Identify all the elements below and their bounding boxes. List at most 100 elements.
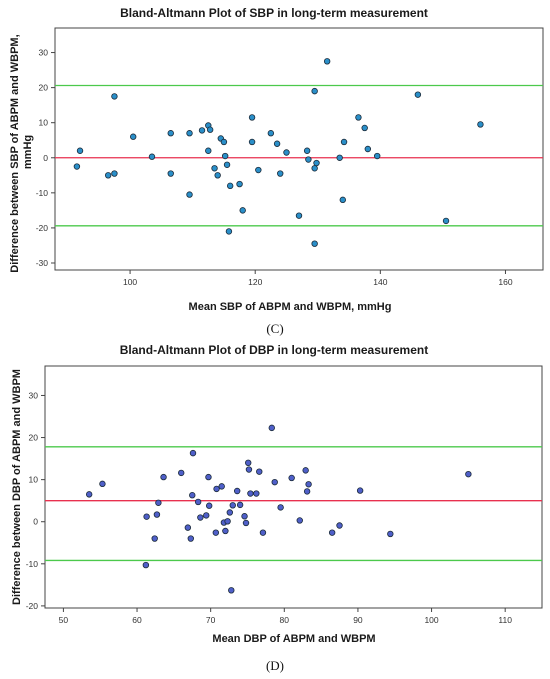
data-point	[205, 502, 213, 509]
plot-frame-c	[54, 27, 544, 271]
data-point	[151, 535, 158, 542]
data-point	[340, 138, 348, 146]
y-tick-label: 10	[39, 118, 49, 128]
y-axis-ticks-d: -20 -10 0 10 20 30	[26, 390, 45, 611]
data-point	[242, 519, 250, 527]
data-point	[203, 512, 210, 519]
y-tick-label: 30	[29, 390, 39, 400]
data-point	[267, 130, 275, 137]
data-point	[248, 138, 256, 146]
data-point	[189, 449, 197, 457]
y-tick-label: 20	[39, 83, 49, 93]
data-point	[336, 154, 343, 161]
data-point	[255, 166, 262, 174]
data-point	[414, 91, 422, 98]
x-axis-ticks-d: 50 60 70 80 90 100 110	[59, 608, 512, 625]
data-point	[271, 478, 278, 486]
x-tick-label: 70	[206, 615, 216, 625]
data-point	[213, 485, 220, 493]
panel-c: Bland-Altmann Plot of SBP in long-term m…	[9, 6, 544, 336]
y-axis-label-d: Difference between DBP of ABPM and WBPM	[11, 369, 23, 605]
x-tick-label: 60	[132, 615, 142, 625]
data-point	[160, 473, 167, 481]
y-tick-label: -20	[26, 601, 39, 611]
y-axis-label-c: Difference between SBP of ABPM and WBPM,…	[9, 31, 34, 272]
y-tick-label: 10	[29, 475, 39, 485]
data-point	[226, 509, 234, 516]
data-point	[184, 524, 192, 531]
x-axis-ticks-c: 100 120 140 160	[123, 270, 513, 287]
data-point	[99, 480, 106, 488]
data-point	[288, 474, 295, 482]
data-point	[206, 126, 214, 133]
data-point	[228, 587, 235, 594]
panel-d: Bland-Altmann Plot of DBP in long-term m…	[11, 343, 543, 673]
data-point	[198, 127, 206, 134]
data-point	[214, 172, 221, 179]
x-tick-label: 120	[248, 277, 262, 287]
data-point	[187, 535, 194, 542]
data-point	[224, 518, 231, 525]
data-point	[226, 182, 234, 190]
data-point	[167, 130, 174, 137]
data-point	[111, 170, 118, 177]
panel-label-d: (D)	[266, 658, 284, 673]
data-point	[277, 170, 284, 177]
y-axis-ticks-c: -30 -20 -10 0 10 20 30	[36, 48, 55, 268]
data-point	[153, 511, 161, 518]
y-tick-label: -30	[36, 258, 49, 268]
data-point	[336, 522, 343, 529]
data-point	[241, 513, 248, 520]
data-point	[256, 468, 263, 475]
data-point	[218, 483, 225, 490]
data-point	[104, 172, 112, 179]
y-tick-label: -10	[36, 188, 49, 198]
data-point	[311, 165, 318, 172]
data-point	[85, 491, 93, 498]
data-point	[212, 529, 220, 536]
data-point	[355, 114, 362, 121]
data-point	[221, 152, 229, 160]
data-point	[178, 469, 185, 477]
x-axis-label-c: Mean SBP of ABPM and WBPM, mmHg	[189, 301, 392, 313]
y-tick-label: 0	[33, 517, 38, 527]
data-point	[247, 490, 254, 497]
chart-title-c: Bland-Altmann Plot of SBP in long-term m…	[120, 6, 428, 20]
data-point	[205, 147, 212, 154]
data-point	[236, 501, 244, 509]
data-point	[387, 530, 394, 538]
data-point	[305, 481, 312, 488]
data-point	[111, 93, 118, 100]
data-point	[374, 152, 381, 160]
panel-label-c: (C)	[266, 321, 283, 336]
data-point	[189, 492, 196, 499]
data-points-d	[85, 424, 472, 594]
data-point	[186, 130, 193, 137]
y-tick-label: -20	[36, 223, 49, 233]
data-point	[477, 121, 484, 128]
data-point	[205, 473, 212, 481]
data-point	[303, 147, 311, 154]
data-point	[442, 217, 450, 225]
data-point	[245, 466, 253, 473]
y-tick-label: 30	[39, 48, 49, 58]
data-point	[364, 145, 372, 153]
data-point	[130, 133, 137, 140]
x-axis-label-d: Mean DBP of ABPM and WBPM	[212, 633, 375, 645]
data-point	[303, 488, 311, 495]
data-point	[305, 156, 312, 163]
data-point	[73, 163, 81, 170]
data-point	[356, 487, 364, 494]
data-point	[194, 498, 202, 506]
data-point	[259, 529, 267, 536]
data-point	[283, 149, 290, 156]
data-point	[245, 459, 252, 466]
data-point	[313, 159, 320, 167]
chart-title-d: Bland-Altmann Plot of DBP in long-term m…	[120, 343, 428, 357]
x-tick-label: 110	[498, 615, 512, 625]
data-point	[296, 517, 303, 524]
data-point	[277, 504, 284, 511]
data-point	[211, 165, 218, 172]
data-point	[222, 527, 229, 535]
